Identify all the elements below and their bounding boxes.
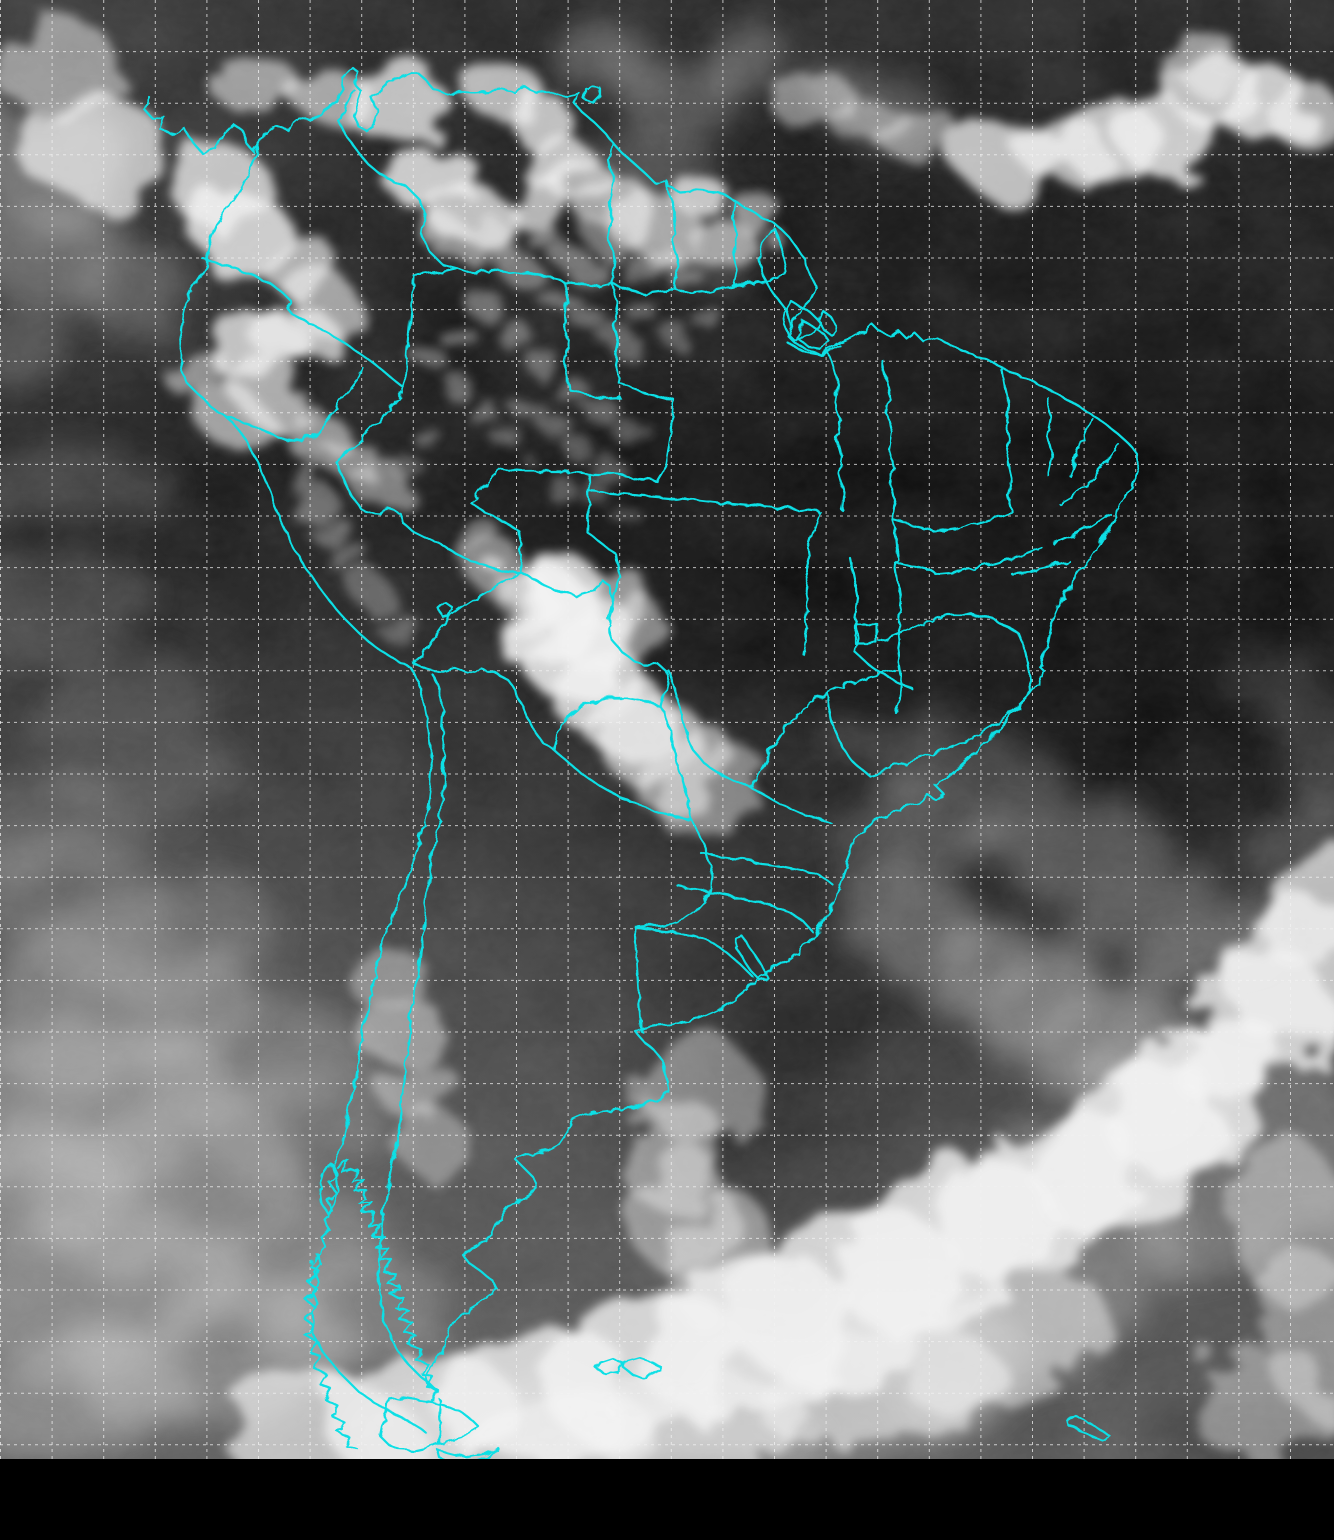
border-br-am-acre: [468, 466, 589, 572]
border-border-gy-sr: [662, 178, 678, 288]
border-lagoa-dos-patos: [732, 932, 768, 980]
border-br-ba-mg: [876, 611, 1018, 642]
border-falkland-e: [620, 1354, 662, 1378]
border-fjords-2: [300, 1254, 358, 1450]
border-border-uy-br: [631, 923, 752, 976]
border-br-sc-rs: [674, 882, 813, 932]
border-br-mg-go-ms: [824, 667, 895, 693]
border-br-sp-w: [824, 689, 870, 776]
border-br-sp-pr: [746, 783, 831, 823]
border-lake-titicaca: [435, 599, 453, 617]
border-marajo-a: [780, 298, 820, 342]
border-br-pe-al: [1050, 510, 1110, 544]
border-border-ve-br: [453, 264, 612, 286]
border-border-bo-br: [516, 568, 668, 708]
border-br-pr-sc: [698, 850, 831, 883]
border-border-pe-br: [332, 386, 520, 572]
border-falkland-w: [594, 1356, 624, 1374]
border-border-bo-ar: [409, 659, 554, 750]
border-br-ma-pi: [878, 356, 895, 520]
border-border-co-pe: [283, 304, 406, 390]
border-border-ar-br: [631, 816, 712, 927]
border-br-ba-n: [891, 544, 1042, 574]
border-br-mt-to: [801, 508, 820, 656]
border-marajo-c: [814, 306, 838, 336]
border-border-co-ve: [336, 86, 457, 268]
border-br-al-se: [1008, 558, 1070, 574]
border-br-roraima-e: [608, 279, 674, 400]
border-marajo-d: [784, 339, 842, 355]
cloud-texture-fine: [0, 0, 1334, 1459]
border-br-rondonia: [585, 487, 619, 620]
border-br-ms-w: [664, 666, 828, 787]
border-df-square: [851, 620, 877, 643]
border-tierra-del-fuego: [376, 1394, 480, 1451]
border-coast-atlantic: [260, 63, 1140, 1400]
border-tdf-south: [434, 1444, 498, 1459]
border-br-rj-sp: [866, 749, 936, 776]
border-border-py-ar: [550, 746, 692, 820]
border-border-co-br: [402, 264, 457, 390]
border-border-bo-py: [550, 695, 662, 750]
border-br-ba-w: [846, 554, 858, 652]
border-br-pb-pe: [1056, 442, 1120, 504]
border-br-pi-ce: [998, 366, 1012, 512]
border-border-cl-ar: [375, 670, 445, 1392]
border-trinidad: [581, 82, 599, 102]
border-br-to-go: [889, 516, 901, 712]
border-south-georgia: [1062, 1414, 1110, 1440]
border-br-pi-s: [889, 508, 1012, 531]
border-border-ec-co: [198, 254, 292, 308]
border-br-roraima-w: [560, 278, 620, 398]
border-border-py-br: [658, 704, 692, 820]
country-borders: [141, 63, 1140, 1459]
border-br-pa-mt: [585, 487, 820, 512]
border-border-ec-pe: [220, 363, 362, 443]
border-border-sr-gf: [728, 197, 738, 286]
border-br-ce-rn: [1044, 394, 1053, 476]
border-br-pa-ma: [824, 346, 844, 510]
border-chiloe: [316, 1160, 338, 1214]
caption-bar: GOES-16 Band 10 Brightness Temperature […: [0, 1459, 1334, 1540]
border-br-pa-am: [585, 396, 674, 491]
border-tdf-border: [435, 1396, 440, 1443]
border-border-ve-gy: [605, 139, 615, 283]
border-br-mg-rj: [932, 689, 1032, 753]
border-border-uy-ar: [631, 923, 642, 1032]
satellite-map: [0, 0, 1334, 1459]
border-br-mg-es: [1014, 629, 1032, 693]
border-border-gy-br: [608, 279, 674, 294]
border-br-rn-pb: [1066, 414, 1092, 476]
border-fjords-1: [334, 1158, 440, 1392]
border-marajo-b: [794, 316, 830, 348]
border-border-gf-br: [731, 224, 788, 286]
border-border-sr-br: [670, 282, 735, 294]
border-central-america: [141, 94, 265, 154]
